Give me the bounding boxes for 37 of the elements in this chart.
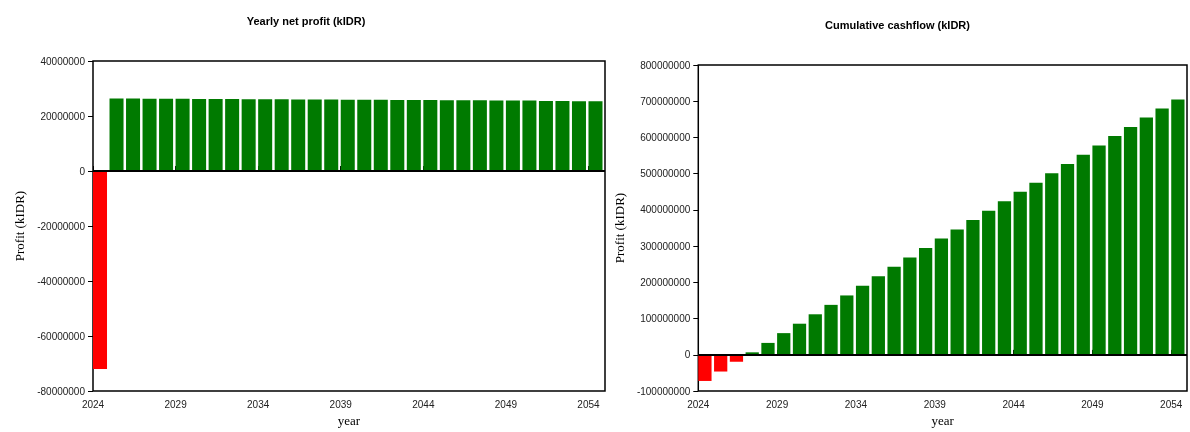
y-tick-label: 0 (684, 349, 691, 361)
y-tick-label: 40000000 (40, 55, 86, 67)
x-tick-label: 2039 (329, 398, 353, 410)
x-tick-label: 2044 (1002, 398, 1026, 410)
y-axis-title: Profit (kIDR) (12, 190, 28, 262)
y-tick-label: 800000000 (640, 59, 691, 71)
x-tick-label: 2049 (494, 398, 518, 410)
x-tick-label: 2029 (164, 398, 188, 410)
y-tick-label: 700000000 (640, 95, 691, 107)
y-tick-label: -40000000 (37, 275, 86, 287)
chart-title: Cumulative cashflow (kIDR) (825, 18, 971, 31)
y-axis-title: Profit (kIDR) (612, 192, 627, 264)
x-axis-title: year (931, 413, 955, 428)
x-tick-label: 2024 (687, 398, 710, 410)
x-tick-label: 2024 (81, 398, 105, 410)
y-tick-label: 0 (79, 165, 86, 177)
x-axis-title: year (337, 413, 361, 428)
x-tick-label: 2029 (765, 398, 789, 410)
y-tick-label: -20000000 (37, 220, 86, 232)
x-tick-label: 2034 (844, 398, 868, 410)
x-tick-label: 2049 (1081, 398, 1104, 410)
y-tick-label: 100000000 (640, 313, 691, 325)
y-tick-label: 300000000 (640, 240, 691, 252)
y-tick-label: 500000000 (640, 168, 691, 180)
y-tick-label: -80000000 (37, 385, 86, 397)
chart-title: Yearly net profit (kIDR) (246, 14, 366, 27)
x-tick-label: 2039 (923, 398, 947, 410)
x-tick-label: 2044 (412, 398, 435, 410)
y-tick-label: 400000000 (640, 204, 691, 216)
x-tick-label: 2054 (577, 398, 601, 410)
x-tick-label: 2034 (247, 398, 270, 410)
y-tick-label: -60000000 (37, 330, 86, 342)
y-tick-label: -100000000 (636, 385, 691, 397)
y-tick-label: 200000000 (640, 276, 691, 288)
x-tick-label: 2054 (1160, 398, 1183, 410)
y-tick-label: 20000000 (40, 110, 86, 122)
y-tick-label: 600000000 (640, 131, 691, 143)
